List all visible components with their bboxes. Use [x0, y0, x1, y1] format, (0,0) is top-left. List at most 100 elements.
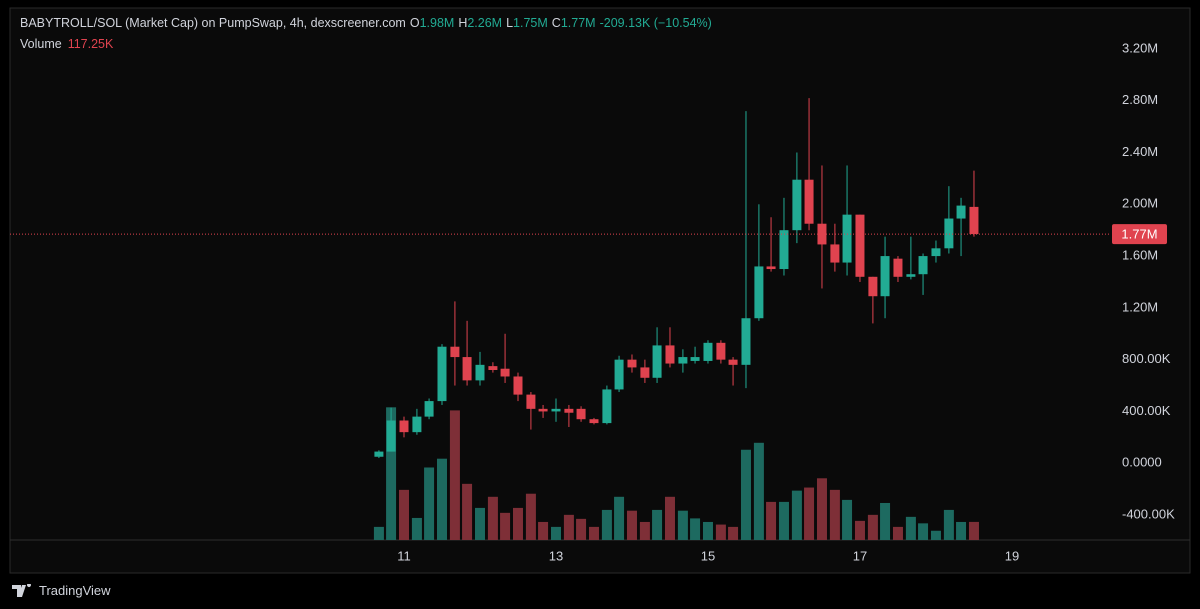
candle-body	[766, 266, 776, 270]
ohlc-value: 1.75M	[513, 16, 548, 30]
volume-bars	[373, 407, 979, 540]
y-tick-label: 2.40M	[1122, 144, 1158, 159]
volume-bar	[462, 483, 473, 540]
candle-body	[779, 230, 789, 270]
candle-body	[564, 408, 574, 413]
candle-body	[906, 274, 916, 277]
volume-bar	[804, 487, 815, 540]
chart-frame	[9, 7, 1191, 574]
volume-bar	[778, 501, 789, 540]
candle-body	[690, 357, 700, 361]
volume-bar	[525, 493, 536, 540]
candle-body	[386, 420, 396, 452]
axes: 3.20M 2.80M 2.40M 2.00M 1.60M 1.20M 800.00K 400…	[397, 40, 1175, 563]
volume-bar	[867, 514, 878, 540]
candle-body	[399, 420, 409, 433]
ohlc-legend: BABYTROLL/SOL (Market Cap) on PumpSwap, …	[20, 16, 716, 30]
candle-body	[475, 364, 485, 381]
candle-body	[931, 248, 941, 257]
candle-body	[969, 206, 979, 235]
x-tick-label: 17	[853, 548, 867, 563]
last-price-badge	[1112, 224, 1167, 245]
candle-body	[716, 342, 726, 360]
volume-bar	[791, 490, 802, 540]
candle-body	[488, 366, 498, 371]
candle-body	[830, 244, 840, 263]
volume-bar	[956, 521, 967, 540]
ohlc-key: C	[551, 16, 561, 30]
candle-body	[652, 345, 662, 378]
candle-body	[424, 401, 434, 417]
volume-bar	[588, 526, 599, 540]
brand: TradingView	[12, 583, 111, 598]
y-tick-label: 3.20M	[1122, 40, 1158, 55]
x-tick-label: 15	[701, 548, 715, 563]
candle-body	[665, 345, 675, 364]
y-tick-label: -400.00K	[1122, 506, 1175, 521]
candle-body	[500, 368, 510, 377]
ohlc-key: L	[506, 16, 514, 30]
candle-body	[842, 214, 852, 263]
volume-bar	[715, 524, 726, 540]
volume-bar	[449, 410, 460, 540]
candle-body	[918, 256, 928, 275]
volume-bar	[842, 499, 853, 540]
volume-bar	[943, 509, 954, 540]
candle-body	[703, 342, 713, 361]
candle-body	[576, 408, 586, 420]
volume-bar	[500, 512, 511, 540]
ohlc-value: 1.98M	[419, 16, 455, 30]
candle-body	[754, 266, 764, 319]
brand-logo	[12, 583, 31, 597]
candle-body	[614, 359, 624, 390]
volume-value: 117.25K	[67, 37, 114, 51]
candle-body	[462, 357, 472, 381]
volume-title: Volume	[20, 37, 62, 51]
volume-bar	[968, 521, 979, 540]
candle-body	[741, 318, 751, 365]
ohlc-key: O	[409, 16, 420, 30]
volume-bar	[930, 530, 941, 540]
candle-body	[728, 359, 738, 365]
candle-body	[538, 408, 548, 412]
y-tick-label: 800.00K	[1122, 351, 1171, 366]
volume-bar	[880, 502, 891, 540]
volume-legend: Volume 117.25K	[20, 37, 113, 51]
volume-bar	[398, 489, 409, 540]
candle-body	[944, 218, 954, 249]
ohlc-key: H	[458, 16, 468, 30]
candle-body	[893, 258, 903, 277]
volume-bar	[740, 449, 751, 540]
volume-bar	[652, 509, 663, 540]
x-tick-label: 19	[1005, 548, 1019, 563]
symbol-title: BABYTROLL/SOL (Market Cap) on PumpSwap, …	[20, 16, 406, 30]
y-tick-label: 2.00M	[1122, 196, 1158, 211]
volume-bar	[601, 509, 612, 540]
volume-bar	[550, 526, 561, 540]
y-tick-label: 400.00K	[1122, 403, 1171, 418]
candle-body	[678, 357, 688, 364]
volume-bar	[487, 496, 498, 540]
volume-bar	[816, 478, 827, 540]
candle-body	[513, 376, 523, 395]
volume-bar	[626, 510, 637, 540]
volume-bar	[664, 496, 675, 540]
y-tick-label: 0.0000	[1122, 455, 1162, 470]
candles	[10, 98, 1110, 459]
x-tick-label: 11	[397, 548, 411, 563]
candle-body	[450, 346, 460, 358]
volume-bar	[576, 518, 587, 540]
volume-bar	[766, 501, 777, 540]
volume-bar	[702, 521, 713, 540]
candle-body	[551, 408, 561, 412]
volume-bar	[512, 507, 523, 540]
volume-bar	[436, 458, 447, 540]
volume-bar	[538, 521, 549, 540]
candle-body	[855, 214, 865, 277]
volume-bar	[892, 526, 903, 540]
volume-bar	[373, 526, 384, 540]
candle-body	[640, 367, 650, 378]
volume-bar	[424, 467, 435, 540]
ohlc-value: 2.26M	[467, 16, 503, 30]
volume-bar	[563, 514, 574, 540]
